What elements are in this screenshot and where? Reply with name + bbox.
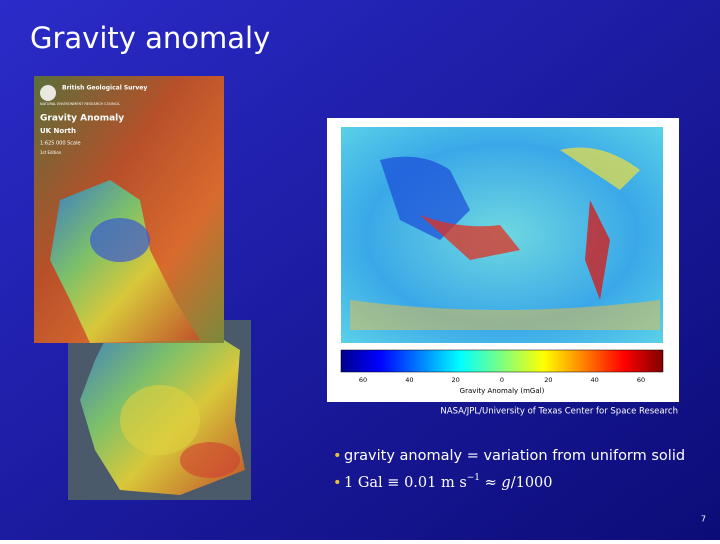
bullet-dot: • <box>333 448 342 464</box>
cover-scale: 1:625 000 Scale <box>40 141 81 147</box>
slide-title: Gravity anomaly <box>30 21 270 55</box>
colorbar-label: Gravity Anomaly (mGal) <box>460 387 545 395</box>
colorbar-tick-label: 40 <box>405 376 413 384</box>
colorbar-tick-label: 40 <box>591 376 599 384</box>
cover-edition: 1st Edition <box>40 150 62 155</box>
figure-caption: NASA/JPL/University of Texas Center for … <box>440 407 678 417</box>
bullet-formula: 1 Gal ≡ 0.01 m s−1 ≈ g/1000 <box>344 473 553 492</box>
bullet-text: gravity anomaly = variation from uniform… <box>344 448 685 464</box>
page-number: 7 <box>701 515 706 524</box>
bullets: • gravity anomaly = variation from unifo… <box>333 448 685 491</box>
colorbar-tick-label: 0 <box>500 376 504 384</box>
colorbar-tick-label: 60 <box>637 376 645 384</box>
colorbar-tick-label: 60 <box>359 376 367 384</box>
book-cover: British Geological Survey NATURAL ENVIRO… <box>34 76 224 343</box>
cover-subtitle: UK North <box>40 127 76 135</box>
uk-south-map <box>68 320 251 500</box>
cover-council: NATURAL ENVIRONMENT RESEARCH COUNCIL <box>40 102 120 106</box>
cover-title: Gravity Anomaly <box>40 114 124 124</box>
cover-publisher: British Geological Survey <box>62 85 147 92</box>
world-gravity-figure: 60 40 20 0 20 40 60 Gravity Anomaly (mGal) <box>327 118 679 402</box>
colorbar-tick-label: 20 <box>544 376 552 384</box>
bullet-dot: • <box>333 475 342 491</box>
colorbar-tick-label: 20 <box>452 376 460 384</box>
